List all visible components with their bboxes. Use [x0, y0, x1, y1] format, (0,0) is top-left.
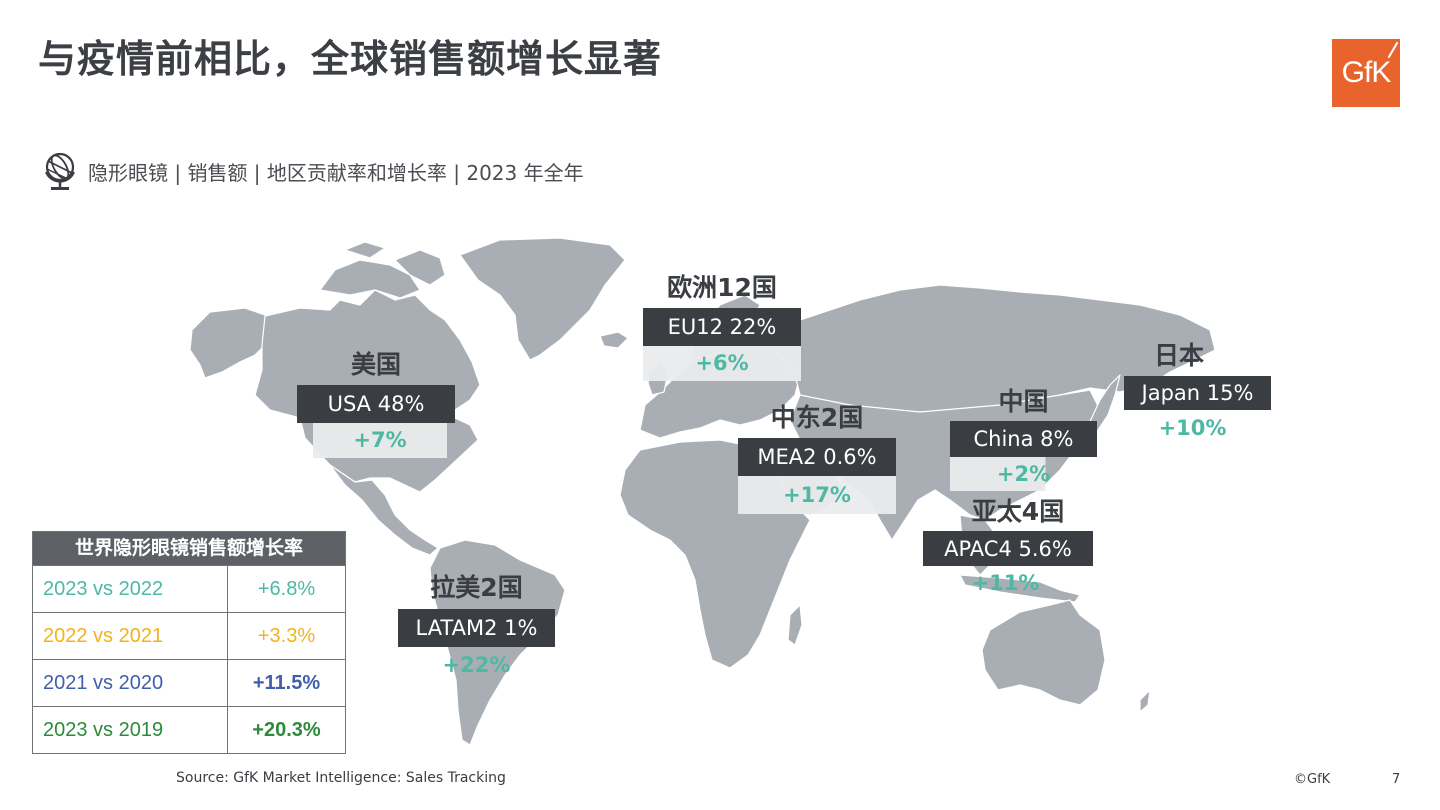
region-share-box: China 8%	[950, 421, 1097, 457]
logo-text: GfK	[1341, 56, 1392, 89]
region-share-box: APAC4 5.6%	[923, 531, 1093, 566]
region-latam2: 拉美2国 LATAM2 1% +22%	[398, 567, 555, 683]
region-growth: +2%	[950, 457, 1097, 491]
table-row: 2021 vs 2020 +11.5%	[33, 659, 345, 706]
table-row-value: +3.3%	[227, 613, 345, 659]
iceland-shape	[599, 331, 629, 349]
region-share-box: LATAM2 1%	[398, 609, 555, 647]
region-eu12: 欧洲12国 EU12 22% +6%	[643, 268, 801, 381]
source-note: Source: GfK Market Intelligence: Sales T…	[176, 770, 506, 786]
region-cn-label: 欧洲12国	[667, 273, 777, 302]
region-growth: +10%	[1158, 416, 1227, 440]
table-row: 2023 vs 2019 +20.3%	[33, 706, 345, 753]
table-row: 2023 vs 2022 +6.8%	[33, 565, 345, 612]
copyright: ©GfK	[1294, 772, 1331, 787]
region-apac4: 亚太4国 APAC4 5.6% +11%	[923, 493, 1093, 600]
madagascar-shape	[787, 604, 803, 646]
region-cn-label: 日本	[1154, 341, 1205, 370]
region-growth: +22%	[442, 653, 511, 677]
table-row-label: 2023 vs 2019	[43, 718, 164, 741]
region-share-box: EU12 22%	[643, 308, 801, 346]
region-china: 中国 China 8% +2%	[950, 383, 1097, 491]
table-row-value: +11.5%	[227, 660, 345, 706]
slide-title: 与疫情前相比，全球销售额增长显著	[38, 37, 663, 81]
table-row-value: +20.3%	[227, 707, 345, 753]
table-header: 世界隐形眼镜销售额增长率	[33, 532, 345, 565]
region-share-box: MEA2 0.6%	[738, 438, 896, 476]
region-cn-label: 中国	[998, 387, 1049, 416]
region-share-box: USA 48%	[297, 385, 455, 423]
table-row: 2022 vs 2021 +3.3%	[33, 612, 345, 659]
page-number: 7	[1392, 772, 1401, 787]
region-growth: +17%	[738, 476, 896, 514]
region-mea2: 中东2国 MEA2 0.6% +17%	[738, 398, 896, 514]
region-growth: +7%	[313, 423, 447, 458]
new-zealand-shape	[1139, 689, 1151, 713]
region-cn-label: 美国	[350, 350, 401, 379]
table-row-label: 2023 vs 2022	[43, 577, 164, 600]
table-row-label: 2022 vs 2021	[43, 624, 164, 647]
region-cn-label: 中东2国	[770, 403, 864, 432]
alaska-shape	[189, 307, 269, 379]
region-growth: +6%	[643, 346, 801, 381]
table-row-value: +6.8%	[227, 566, 345, 612]
region-japan: 日本 Japan 15% +10%	[1124, 336, 1271, 446]
australia-shape	[981, 599, 1106, 706]
indonesia-shape	[959, 574, 1081, 603]
globe-icon	[45, 152, 75, 190]
region-usa: 美国 USA 48% +7%	[297, 345, 455, 458]
region-cn-label: 拉美2国	[430, 573, 523, 602]
greenland-shape	[459, 237, 626, 361]
subtitle-text: 隐形眼镜 | 销售额 | 地区贡献率和增长率 | 2023 年全年	[88, 160, 584, 185]
gfk-logo: GfK	[1332, 39, 1400, 107]
arctic-islands-shape	[319, 259, 421, 299]
region-growth: +11%	[971, 571, 1040, 595]
table-row-label: 2021 vs 2020	[43, 671, 164, 694]
region-cn-label: 亚太4国	[971, 497, 1065, 526]
slide-subtitle: 隐形眼镜 | 销售额 | 地区贡献率和增长率 | 2023 年全年	[42, 150, 584, 192]
growth-rate-table: 世界隐形眼镜销售额增长率 2023 vs 2022 +6.8% 2022 vs …	[32, 531, 346, 754]
region-share-box: Japan 15%	[1124, 376, 1271, 410]
mexico-shape	[329, 464, 439, 556]
